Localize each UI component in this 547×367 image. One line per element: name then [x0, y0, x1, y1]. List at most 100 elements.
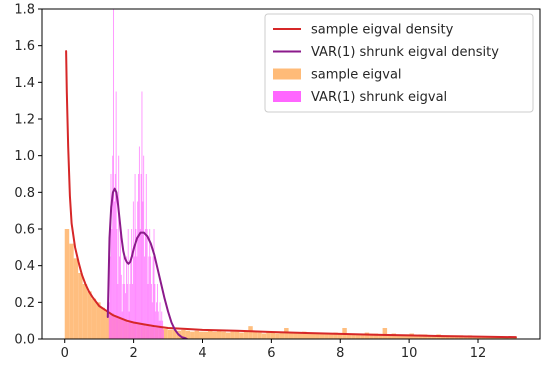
- sample-eigval-hist-bar: [243, 331, 249, 339]
- var-shrunk-eigval-hist-bar: [151, 284, 152, 339]
- sample-eigval-hist-bar: [288, 333, 294, 339]
- legend-label-sample-eigval-density: sample eigval density: [311, 23, 454, 38]
- sample-eigval-hist-bar: [212, 331, 217, 339]
- sample-eigval-hist-bar: [234, 331, 240, 339]
- var-shrunk-eigval-hist-bar: [139, 229, 141, 339]
- var-shrunk-eigval-hist-bar: [146, 229, 148, 339]
- var-shrunk-eigval-hist-bar: [121, 311, 123, 339]
- var-shrunk-eigval-hist-bar: [163, 329, 164, 339]
- var-shrunk-eigval-hist-bar: [124, 284, 126, 339]
- sample-eigval-hist-bar: [302, 331, 307, 339]
- axes-frame: [41, 8, 541, 340]
- sample-eigval-hist-bar: [69, 243, 74, 339]
- var-shrunk-eigval-hist-bar: [129, 284, 131, 339]
- var-shrunk-eigval-hist-bar: [142, 201, 144, 339]
- legend: sample eigval density VAR(1) shrunk eigva…: [264, 13, 534, 113]
- sample-eigval-hist-bar: [257, 332, 262, 339]
- var-shrunk-eigval-hist-bar: [125, 293, 127, 339]
- sample-eigval-hist-bar: [369, 333, 374, 339]
- var-shrunk-eigval-hist-bar: [144, 229, 146, 339]
- sample-eigval-hist-bar: [413, 335, 419, 339]
- var-shrunk-eigval-density-line: [106, 187, 188, 339]
- sample-eigval-hist-bar: [355, 333, 361, 339]
- sample-eigval-hist-bar: [87, 291, 92, 339]
- sample-eigval-hist-bar: [239, 332, 244, 339]
- var-shrunk-eigval-hist-bar: [150, 256, 151, 339]
- sample-eigval-hist-bar: [91, 298, 97, 339]
- y-tick-label: 0.8: [14, 186, 35, 201]
- sample-eigval-hist-bar: [405, 334, 410, 339]
- var-shrunk-eigval-hist-bar: [111, 229, 113, 339]
- var-shrunk-eigval-hist-bar: [115, 91, 117, 339]
- x-tick-label: 6: [267, 346, 275, 361]
- sample-eigval-hist-bar: [163, 328, 168, 339]
- sample-eigval-hist-bar: [172, 329, 177, 339]
- sample-eigval-hist-bar: [391, 333, 397, 339]
- sample-eigval-hist-bar: [78, 273, 83, 339]
- var-shrunk-eigval-hist-bar: [114, 174, 116, 339]
- sample-eigval-hist-bar: [284, 328, 289, 339]
- var-shrunk-eigval-hist-bar: [123, 256, 125, 339]
- legend-swatch-sample-eigval: [273, 68, 301, 80]
- x-tick-label: 12: [470, 346, 487, 361]
- sample-eigval-hist-bar: [324, 333, 329, 339]
- sample-eigval-hist-bar: [279, 332, 285, 339]
- sample-eigval-hist-bar: [378, 334, 383, 339]
- sample-eigval-hist-bar: [319, 332, 325, 339]
- y-tick-label: 0.2: [14, 296, 35, 311]
- y-tick-label: 0.4: [14, 259, 35, 274]
- sample-eigval-hist-bar: [387, 334, 392, 339]
- sample-eigval-hist-bar: [382, 328, 388, 339]
- sample-eigval-hist-bar: [216, 329, 222, 339]
- sample-eigval-hist-bar: [328, 333, 334, 339]
- y-tick-label: 1.4: [14, 76, 35, 91]
- sample-eigval-hist-bar: [73, 258, 79, 339]
- sample-eigval-hist-bar: [261, 333, 267, 339]
- sample-eigval-hist-bar: [337, 333, 343, 339]
- sample-eigval-hist-bar: [427, 335, 432, 339]
- var-shrunk-eigval-hist-bar: [148, 256, 150, 339]
- var-shrunk-eigval-hist-bar: [120, 229, 121, 339]
- sample-eigval-hist-bar: [190, 331, 195, 339]
- sample-eigval-hist-bar: [333, 332, 338, 339]
- sample-eigval-hist-bar: [418, 334, 423, 339]
- var-shrunk-eigval-hist-bar: [138, 146, 140, 339]
- x-tick-label: 10: [401, 346, 418, 361]
- var-shrunk-eigval-hist-bars: [108, 9, 164, 339]
- sample-eigval-hist-bar: [64, 229, 70, 339]
- var-shrunk-eigval-hist-bar: [134, 174, 136, 339]
- sample-eigval-hist-bar: [293, 333, 298, 339]
- sample-eigval-hist-bar: [199, 331, 204, 339]
- sample-eigval-hist-bar: [225, 332, 231, 339]
- var-shrunk-eigval-hist-bar: [133, 256, 135, 339]
- var-shrunk-eigval-hist-bar: [156, 302, 158, 339]
- sample-eigval-hist-bar: [440, 335, 446, 339]
- var-shrunk-eigval-hist-bar: [113, 201, 115, 339]
- var-shrunk-eigval-hist-bar: [109, 256, 111, 339]
- sample-eigval-hist-bar: [230, 331, 235, 339]
- var-shrunk-eigval-hist-bar: [155, 311, 157, 339]
- var-shrunk-eigval-hist-bar: [119, 256, 121, 339]
- var-shrunk-eigval-hist-bar: [157, 284, 158, 339]
- var-shrunk-eigval-hist-bar: [135, 229, 137, 339]
- sample-eigval-hist-bar: [203, 331, 208, 339]
- sample-eigval-hist-bar: [275, 333, 280, 339]
- sample-eigval-hist-bar: [208, 330, 213, 339]
- sample-eigval-hist-bar: [194, 330, 200, 339]
- sample-eigval-hist-bar: [297, 332, 303, 339]
- var-shrunk-eigval-hist-bar: [122, 284, 124, 339]
- axes: 0 2 4 6 8 10 12 0.0 0.2 0.4 0.6 0.8 1.0 1.2 1.4 1.6 1.8: [14, 3, 541, 361]
- legend-label-var-shrunk-eigval: VAR(1) shrunk eigval: [311, 90, 447, 105]
- var-shrunk-eigval-hist-bar: [130, 256, 132, 339]
- var-shrunk-eigval-hist-bar: [154, 284, 156, 339]
- var-shrunk-eigval-hist-bar: [127, 229, 129, 339]
- var-shrunk-eigval-hist-bar: [120, 274, 122, 339]
- legend-label-sample-eigval: sample eigval: [311, 68, 402, 83]
- var-shrunk-eigval-hist-bar: [152, 256, 154, 339]
- var-shrunk-eigval-hist-bar: [151, 302, 153, 339]
- var-shrunk-eigval-hist-bar: [158, 320, 160, 339]
- y-tick-label: 1.6: [14, 39, 35, 54]
- y-tick-label: 1.0: [14, 149, 35, 164]
- sample-eigval-hist-bar: [96, 302, 101, 339]
- var-shrunk-eigval-hist-bar: [108, 302, 110, 339]
